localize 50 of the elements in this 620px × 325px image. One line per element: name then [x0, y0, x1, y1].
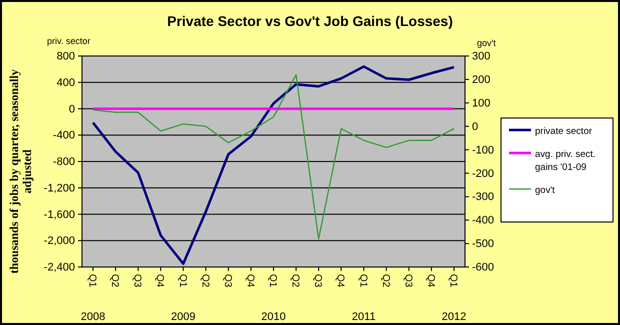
x-tick-label: Q4: [334, 274, 346, 288]
x-tick-label: Q1: [86, 274, 98, 288]
y2-tick-label: -600: [472, 262, 494, 274]
x-tick-label: Q4: [244, 274, 256, 288]
y-tick-label: 800: [56, 50, 75, 63]
y-tick-label: 400: [56, 76, 75, 89]
text: 2009: [171, 311, 196, 323]
x-tick-label: Q3: [402, 274, 414, 288]
x-tick-label: Q3: [312, 274, 324, 288]
x-tick-label: Q4: [424, 274, 436, 288]
text: 2011: [352, 311, 376, 323]
text: 2010: [261, 311, 286, 323]
y2-axis-title: gov't: [477, 38, 496, 48]
y-tick-label: -400: [52, 130, 75, 142]
x-tick-label: Q3: [222, 274, 233, 288]
x-tick-label: Q3: [132, 274, 143, 288]
x-tick-label: Q1: [448, 274, 458, 288]
x-tick-label: Q1: [357, 274, 368, 288]
y2-tick-label: -500: [472, 238, 494, 250]
y2-tick-label: -100: [472, 144, 494, 156]
chart-title: Private Sector vs Gov't Job Gains (Losses): [167, 13, 453, 29]
x-tick-label: Q2: [290, 274, 301, 288]
y2-tick-label: 0: [472, 120, 478, 133]
y2-tick-label: 100: [472, 97, 490, 110]
legend-label: private sector: [535, 126, 592, 137]
text: priv. sector: [47, 36, 90, 46]
y-tick-label: -1,600: [44, 208, 75, 221]
y2-tick-label: 300: [472, 50, 490, 63]
y-axis-title: thousands of jobs by quarter, seasonally adjusted: [7, 69, 34, 274]
text: 2012: [442, 311, 466, 323]
x-tick-label: Q1: [176, 274, 188, 288]
y-tick-label: -2,000: [44, 235, 75, 248]
line-series: [92, 74, 455, 240]
legend-label: gov't: [535, 185, 556, 196]
y2-tick-label: 200: [472, 74, 490, 86]
x-tick-label: Q2: [199, 274, 210, 288]
text: 2008: [80, 311, 106, 323]
y2-tick-label: -300: [472, 191, 494, 204]
y2-tick-label: -200: [472, 168, 494, 180]
x-tick-label: Q2: [380, 274, 391, 288]
legend-label: avg. priv. sect. gains '01-09: [535, 149, 596, 173]
y-tick-label: 0: [68, 103, 75, 116]
y-tick-label: -1,200: [44, 182, 75, 194]
line-series: [92, 65, 456, 265]
y2-tick-label: -400: [472, 214, 494, 227]
x-tick-label: Q2: [109, 274, 120, 288]
y-tick-label: -800: [52, 156, 75, 168]
y-tick-label: -2,400: [44, 262, 75, 274]
x-tick-label: Q1: [267, 274, 278, 288]
x-tick-label: Q4: [154, 274, 166, 288]
